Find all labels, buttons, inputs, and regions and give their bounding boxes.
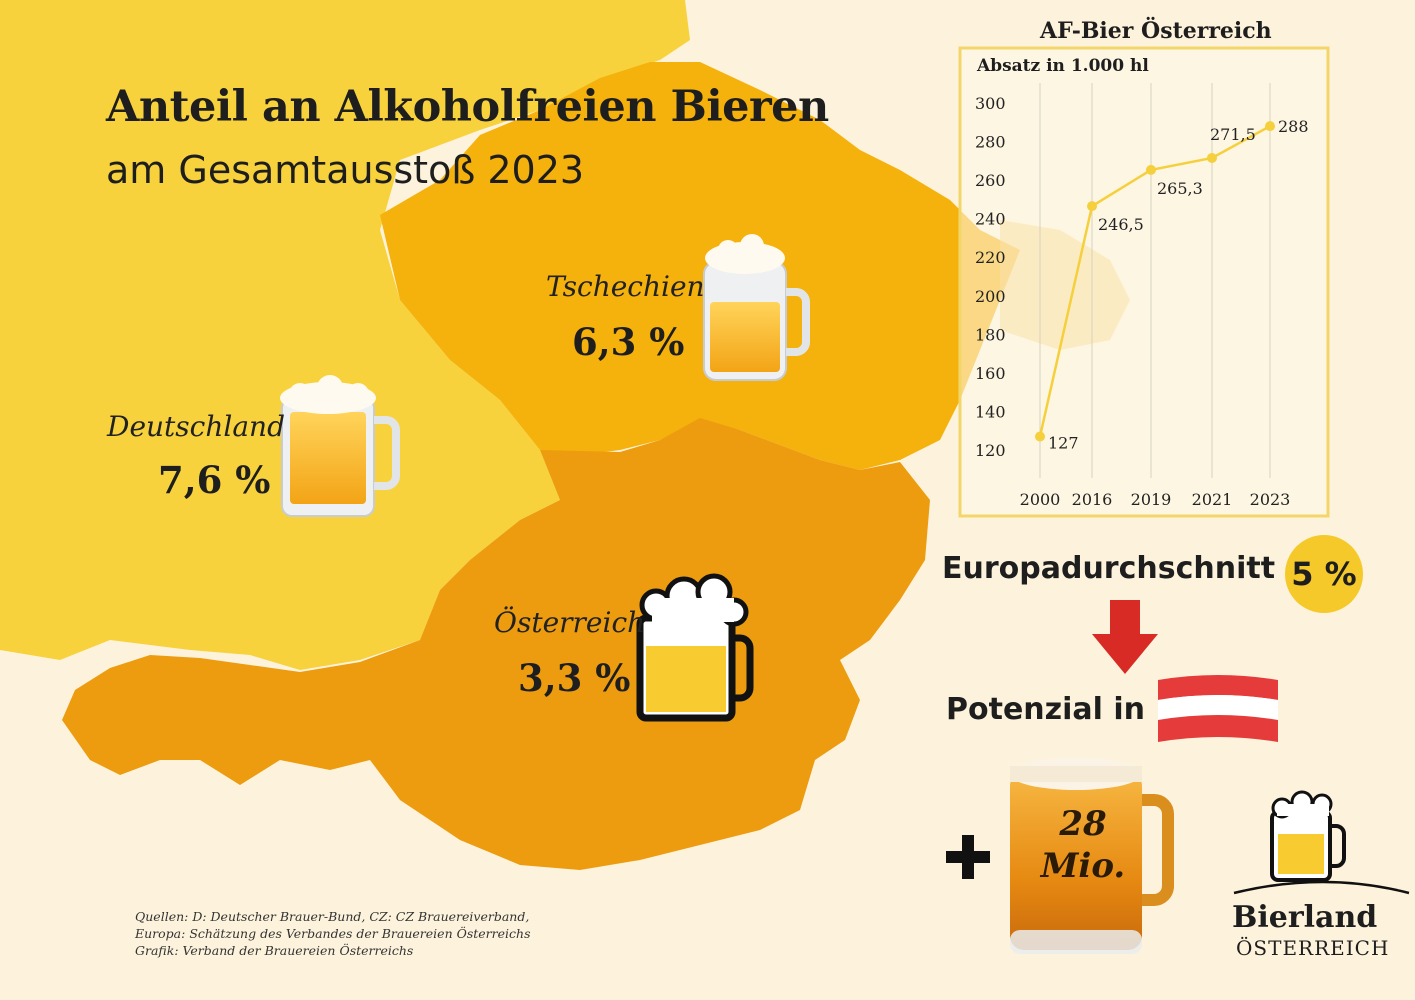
chart-frame xyxy=(958,46,1330,518)
y-tick-label: 180 xyxy=(975,325,1006,344)
brand-subtitle: ÖSTERREICH xyxy=(1236,936,1390,960)
europe-average-label: Europadurchschnitt xyxy=(942,551,1276,586)
data-label: 246,5 xyxy=(1098,215,1144,234)
data-point xyxy=(1265,121,1275,132)
sources-note: Quellen: D: Deutscher Brauer-Bund, CZ: C… xyxy=(135,908,531,959)
brand-name: Bierland xyxy=(1232,900,1378,935)
y-tick-label: 140 xyxy=(975,402,1006,421)
x-tick-label: 2023 xyxy=(1250,490,1291,509)
x-tick-label: 2000 xyxy=(1020,490,1061,509)
share-value-austria: 3,3 % xyxy=(518,656,631,700)
europe-average-badge: 5 % xyxy=(1285,535,1363,613)
data-point xyxy=(1146,164,1156,175)
source-line: Europa: Schätzung des Verbandes der Brau… xyxy=(135,926,531,941)
page-subtitle: am Gesamtausstoß 2023 xyxy=(106,148,585,192)
czech-region xyxy=(380,62,1020,470)
beer-mug-germany-icon xyxy=(280,375,400,517)
down-arrow-icon xyxy=(1092,600,1158,674)
plus-icon xyxy=(946,835,990,879)
austria-flag-icon xyxy=(1158,675,1278,742)
y-tick-label: 220 xyxy=(975,248,1006,267)
data-label: 288 xyxy=(1278,117,1309,136)
y-tick-label: 120 xyxy=(975,441,1006,460)
y-tick-label: 260 xyxy=(975,171,1006,190)
x-tick-label: 2019 xyxy=(1131,490,1172,509)
potential-label: Potenzial in xyxy=(946,692,1145,727)
chart-layer: 120 140 160 180 200 220 240 260 280 300 2000 2016 20… xyxy=(975,83,1309,509)
country-label-czech: Tschechien xyxy=(546,270,705,303)
potential-amount-unit: Mio. xyxy=(1040,846,1126,886)
big-beer-mug-icon xyxy=(1010,758,1174,954)
share-value-germany: 7,6 % xyxy=(158,458,271,502)
country-label-germany: Deutschland xyxy=(107,410,285,443)
country-label-austria: Österreich xyxy=(494,606,646,639)
y-tick-label: 240 xyxy=(975,210,1006,229)
data-point xyxy=(1035,431,1045,442)
chart-y-axis-label: Absatz in 1.000 hl xyxy=(977,56,1149,76)
data-point xyxy=(1207,152,1217,163)
germany-region xyxy=(0,0,690,670)
y-tick-label: 280 xyxy=(975,133,1006,152)
share-value-czech: 6,3 % xyxy=(572,320,685,364)
source-line: Quellen: D: Deutscher Brauer-Bund, CZ: C… xyxy=(135,909,530,924)
data-label: 127 xyxy=(1048,434,1079,453)
page-title: Anteil an Alkoholfreien Bieren xyxy=(106,82,829,132)
x-tick-label: 2016 xyxy=(1072,490,1113,509)
data-label: 271,5 xyxy=(1210,125,1256,144)
x-tick-label: 2021 xyxy=(1192,490,1233,509)
beer-mug-czech-icon xyxy=(703,234,810,381)
source-line: Grafik: Verband der Brauereien Österreic… xyxy=(135,943,414,958)
chart-title: AF-Bier Österreich xyxy=(1040,18,1272,44)
beer-mug-austria-icon xyxy=(636,573,754,722)
data-label: 265,3 xyxy=(1157,179,1203,198)
bierland-logo-icon xyxy=(1233,790,1410,895)
y-tick-label: 200 xyxy=(975,287,1006,306)
potential-amount-number: 28 xyxy=(1059,804,1107,844)
y-tick-label: 300 xyxy=(975,94,1006,113)
y-tick-label: 160 xyxy=(975,364,1006,383)
austria-region xyxy=(62,418,930,870)
data-point xyxy=(1087,201,1097,212)
